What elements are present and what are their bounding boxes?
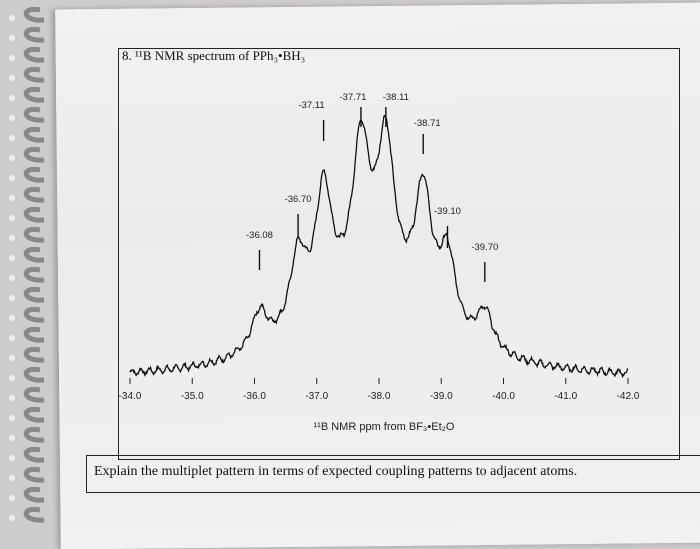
binding-hole — [9, 115, 15, 121]
binding-hole — [9, 255, 15, 261]
binding-hole — [9, 495, 15, 501]
spectrum-line — [129, 114, 629, 379]
x-tick-label: -42.0 — [617, 391, 640, 402]
x-tick-label: -39.0 — [430, 391, 453, 402]
binding-hole — [9, 435, 15, 441]
binding-hole — [9, 195, 15, 201]
prompt-box — [86, 455, 700, 493]
question-box — [118, 48, 680, 460]
spiral-binding — [9, 6, 45, 523]
binding-hole — [9, 215, 15, 221]
peak-label: -36.08 — [246, 230, 273, 241]
binding-hole — [9, 315, 15, 321]
nmr-spectrum-chart: -34.0 -35.0 -36.0 -37.0 -38.0 -39.0 -40.0 -41.0… — [119, 92, 640, 433]
x-tick-label: -40.0 — [492, 391, 515, 402]
spiral-coil — [23, 86, 45, 103]
spiral-coil — [23, 346, 45, 363]
peak-label: -37.71 — [339, 92, 366, 103]
binding-hole — [9, 55, 15, 61]
binding-hole — [9, 375, 15, 381]
spiral-coil — [23, 426, 45, 443]
page: 8. ¹¹B NMR spectrum of PPh₃•BH₃ -34.0 -35… — [9, 2, 700, 549]
peak-label: -38.71 — [414, 118, 441, 129]
spiral-coil — [23, 446, 45, 463]
spiral-coil — [23, 486, 45, 503]
binding-hole — [9, 335, 15, 341]
x-tick-label: -36.0 — [243, 391, 266, 402]
spiral-coil — [23, 406, 45, 423]
binding-hole — [9, 395, 15, 401]
spiral-coil — [23, 106, 45, 123]
binding-hole — [9, 175, 15, 181]
spiral-coil — [23, 306, 45, 323]
spiral-coil — [23, 366, 45, 383]
peak-label: -36.70 — [285, 194, 312, 205]
binding-hole — [9, 235, 15, 241]
binding-hole — [9, 155, 15, 161]
binding-hole — [9, 95, 15, 101]
spiral-coil — [23, 326, 45, 343]
spiral-coil — [23, 286, 45, 303]
x-tick-label: -37.0 — [305, 391, 328, 402]
spiral-coil — [23, 46, 45, 63]
x-tick-label: -35.0 — [181, 391, 204, 402]
x-tick-label: -41.0 — [554, 391, 577, 402]
spiral-coil — [23, 126, 45, 143]
binding-hole — [9, 515, 15, 521]
spiral-coil — [23, 246, 45, 263]
spiral-coil — [23, 226, 45, 243]
spiral-coil — [23, 206, 45, 223]
binding-hole — [9, 135, 15, 141]
spiral-coil — [23, 146, 45, 163]
peak-label: -39.70 — [471, 242, 498, 253]
binding-hole — [9, 455, 15, 461]
binding-hole — [9, 355, 15, 361]
spiral-coil — [23, 466, 45, 483]
spiral-coil — [23, 186, 45, 203]
binding-hole — [9, 295, 15, 301]
binding-hole — [9, 15, 15, 21]
binding-hole — [9, 475, 15, 481]
question-prompt: Explain the multiplet pattern in terms o… — [94, 464, 578, 479]
x-tick-label: -38.0 — [368, 391, 391, 402]
spiral-coil — [23, 6, 45, 23]
peak-label: -38.11 — [383, 92, 409, 103]
binding-hole — [9, 35, 15, 41]
spiral-coil — [23, 26, 45, 43]
spiral-coil — [23, 506, 45, 523]
binding-hole — [9, 75, 15, 81]
binding-hole — [9, 415, 15, 421]
x-tick-label: -34.0 — [119, 391, 142, 402]
spiral-coil — [23, 66, 45, 83]
spiral-coil — [23, 266, 45, 283]
peak-label: -37.11 — [298, 100, 324, 111]
question-header: 8. ¹¹B NMR spectrum of PPh₃•BH₃ — [122, 48, 306, 63]
spiral-coil — [23, 166, 45, 183]
binding-hole — [9, 275, 15, 281]
peak-label: -39.10 — [434, 206, 461, 217]
spiral-coil — [23, 386, 45, 403]
x-axis-label: ¹¹B NMR ppm from BF₃•Et₂O — [314, 421, 455, 433]
